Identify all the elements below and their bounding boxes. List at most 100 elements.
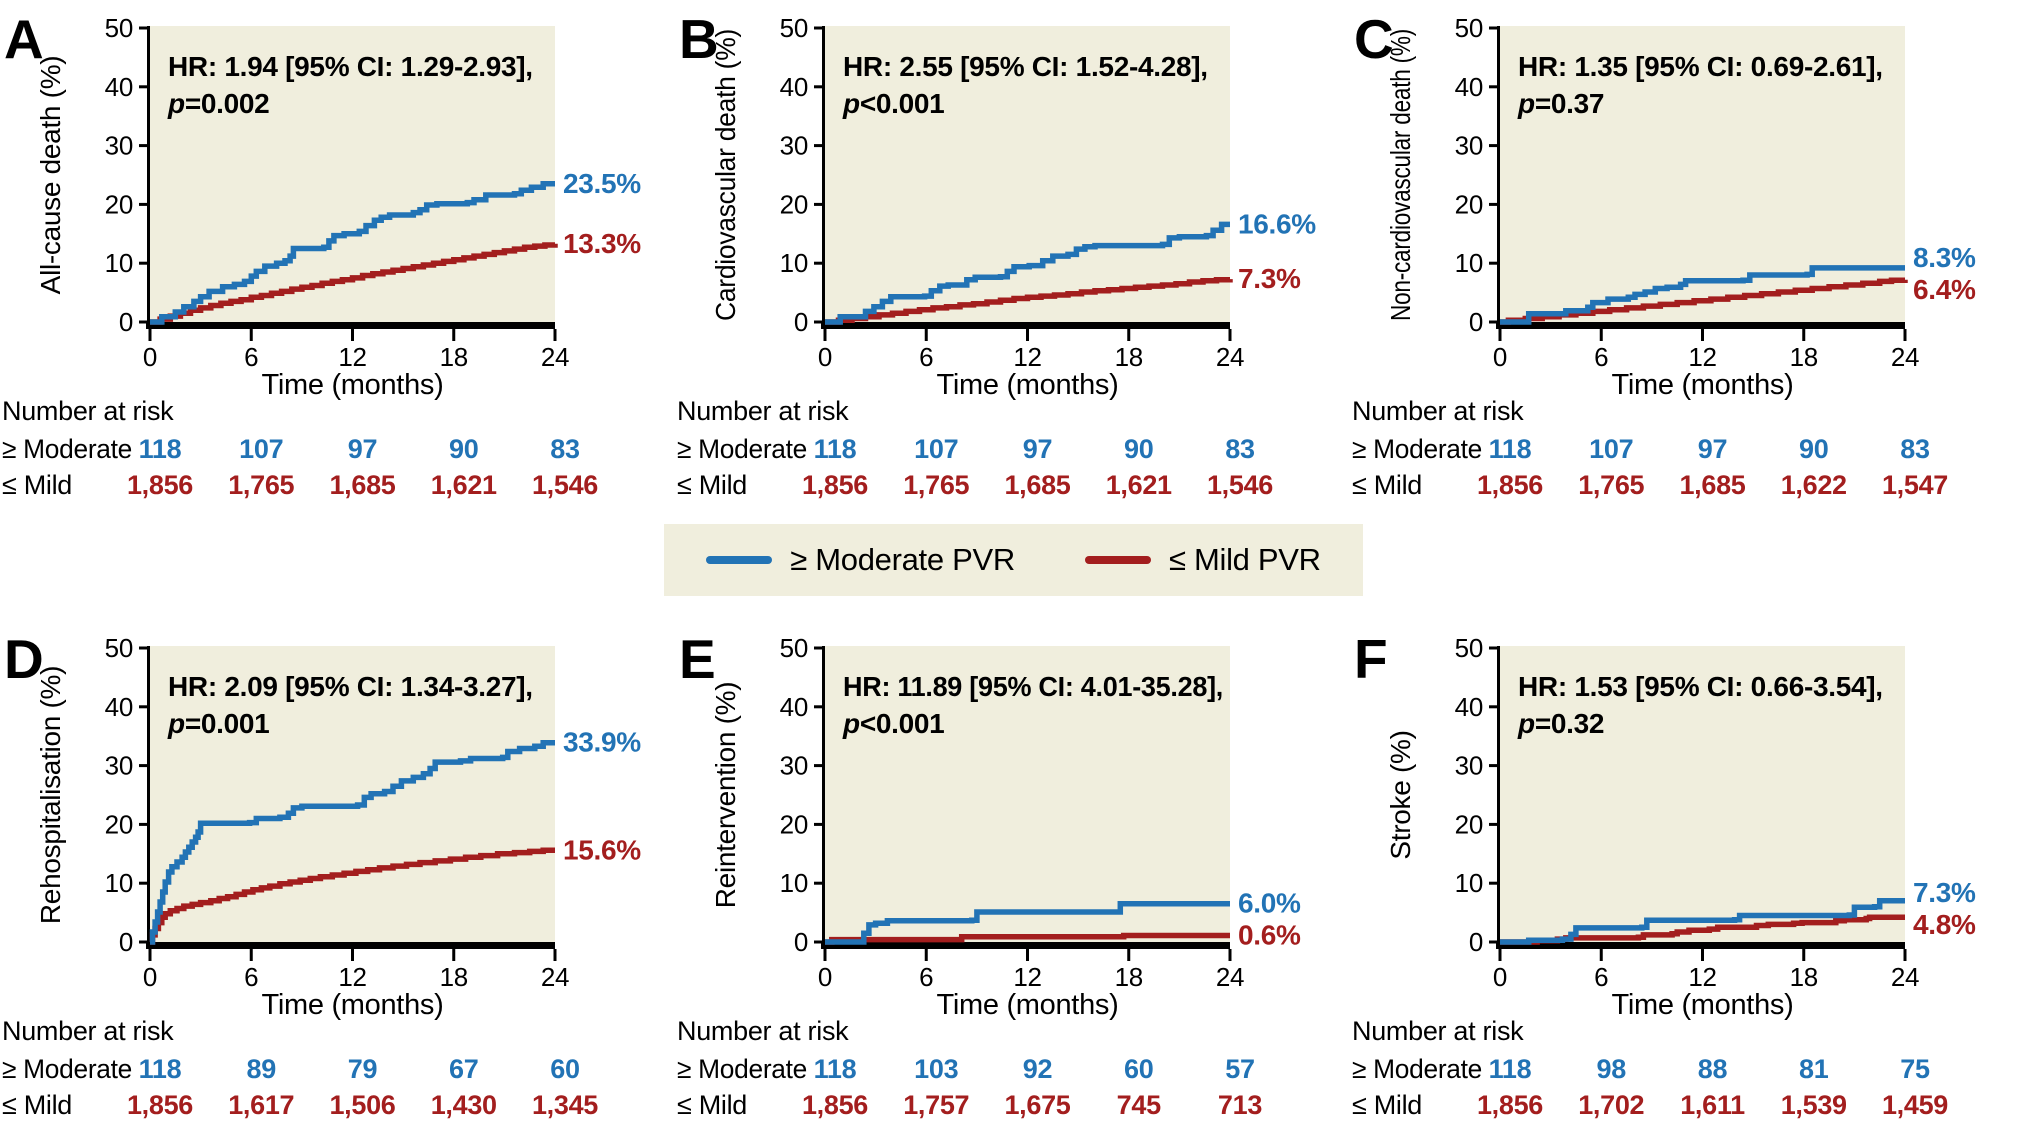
hr-annotation: HR: 2.09 [95% CI: 1.34-3.27], — [168, 671, 533, 702]
x-tick-label: 0 — [1493, 962, 1507, 992]
x-tick-label: 12 — [1688, 342, 1716, 372]
y-tick-label: 50 — [105, 13, 133, 43]
risk-table-header: Number at risk — [1352, 1016, 1524, 1046]
y-tick — [139, 144, 147, 148]
risk-value: 1,856 — [127, 1090, 193, 1120]
x-tick-label: 18 — [1115, 962, 1143, 992]
x-tick — [553, 329, 557, 341]
y-tick — [814, 940, 822, 944]
y-axis — [1497, 646, 1500, 949]
risk-row-label: ≥ Moderate — [677, 1054, 807, 1084]
x-tick-label: 24 — [1216, 342, 1244, 372]
y-tick — [139, 881, 147, 885]
panel-letter: B — [679, 8, 718, 70]
p-value-rest: <0.001 — [860, 708, 945, 739]
x-tick — [452, 949, 456, 961]
risk-value: 88 — [1698, 1054, 1728, 1084]
panel-D: 0 10 20 30 40 50 0 6 12 18 24 Time (months) Rehospit… — [0, 620, 675, 1120]
x-tick — [823, 329, 827, 341]
risk-value: 1,856 — [1477, 1090, 1543, 1120]
p-symbol: p — [167, 708, 185, 739]
risk-value: 1,506 — [329, 1090, 395, 1120]
p-value-rest: <0.001 — [860, 88, 945, 119]
hr-annotation: HR: 1.35 [95% CI: 0.69-2.61], — [1518, 51, 1883, 82]
x-tick — [1498, 329, 1502, 341]
panel-F: 0 10 20 30 40 50 0 6 12 18 24 Time (months) Stroke (… — [1350, 620, 2025, 1120]
y-tick-label: 0 — [119, 307, 133, 337]
risk-value: 1,621 — [431, 470, 497, 500]
moderate-curve — [1500, 265, 1905, 325]
x-tick — [1026, 329, 1029, 341]
y-tick — [1489, 705, 1497, 709]
x-axis-title: Time (months) — [937, 989, 1119, 1021]
x-axis — [1496, 942, 1905, 949]
risk-value: 118 — [1489, 1054, 1532, 1084]
risk-table-header: Number at risk — [2, 1016, 174, 1046]
x-tick-label: 24 — [541, 962, 569, 992]
risk-value: 107 — [239, 434, 283, 464]
panel-B-chart: 0 10 20 30 40 50 0 6 12 18 24 Time (months) Cardiova… — [677, 8, 1317, 500]
risk-value: 57 — [1225, 1054, 1254, 1084]
x-tick — [1228, 949, 1232, 961]
x-tick-label: 12 — [338, 342, 366, 372]
y-tick — [1489, 646, 1497, 650]
x-axis — [821, 322, 1230, 329]
x-tick — [1802, 949, 1806, 961]
risk-value: 1,856 — [802, 470, 868, 500]
y-tick — [1489, 261, 1497, 265]
y-tick — [1489, 85, 1497, 89]
moderate-line-swatch — [706, 556, 773, 564]
risk-value: 1,621 — [1106, 470, 1172, 500]
mild-end-label: 0.6% — [1238, 920, 1301, 951]
risk-value: 98 — [1597, 1054, 1627, 1084]
x-tick — [1599, 329, 1603, 341]
mild-end-label: 6.4% — [1913, 274, 1976, 305]
x-tick-label: 6 — [919, 962, 933, 992]
panel-E-chart: 0 10 20 30 40 50 0 6 12 18 24 Time (months) Reinterv… — [677, 628, 1301, 1120]
x-tick — [249, 329, 253, 341]
risk-value: 75 — [1900, 1054, 1930, 1084]
y-tick — [139, 940, 147, 944]
y-tick — [1489, 764, 1497, 768]
risk-value: 60 — [1124, 1054, 1153, 1084]
risk-value: 92 — [1023, 1054, 1052, 1084]
plot-background — [150, 646, 555, 942]
x-tick — [924, 329, 928, 341]
y-tick — [814, 320, 822, 324]
panel-C-chart: 0 10 20 30 40 50 0 6 12 18 24 Time (months) Non-card… — [1352, 8, 1976, 500]
p-value-rest: =0.001 — [185, 708, 270, 739]
x-tick-label: 12 — [1013, 342, 1041, 372]
risk-table-header: Number at risk — [677, 396, 849, 426]
y-tick-label: 10 — [1455, 868, 1483, 898]
p-value: p<0.001 — [842, 708, 944, 739]
y-tick — [139, 705, 147, 709]
x-tick — [148, 949, 152, 961]
p-symbol: p — [842, 708, 860, 739]
y-tick — [814, 705, 822, 709]
moderate-curve — [825, 901, 1230, 945]
y-axis — [147, 646, 150, 949]
x-tick — [924, 949, 928, 961]
panel-C: 0 10 20 30 40 50 0 6 12 18 24 Time (months) Non-card… — [1350, 0, 2025, 500]
x-tick — [1701, 329, 1704, 341]
risk-value: 1,685 — [329, 470, 395, 500]
y-tick-label: 30 — [105, 131, 133, 161]
panel-B: 0 10 20 30 40 50 0 6 12 18 24 Time (months) Cardiova… — [675, 0, 1350, 500]
y-axis — [822, 26, 825, 329]
y-tick — [1489, 144, 1497, 148]
risk-row-label: ≥ Moderate — [677, 434, 807, 464]
risk-value: 107 — [914, 434, 958, 464]
y-axis-title: Non-cardiovascular death (%) — [1385, 29, 1416, 321]
y-axis-title: All-cause death (%) — [35, 56, 66, 295]
risk-value: 1,611 — [1680, 1090, 1745, 1120]
x-tick-label: 0 — [818, 962, 832, 992]
risk-value: 1,702 — [1578, 1090, 1644, 1120]
y-tick — [814, 202, 822, 206]
y-tick-label: 50 — [105, 633, 133, 663]
x-tick-label: 0 — [143, 342, 157, 372]
y-tick-label: 40 — [105, 692, 133, 722]
x-tick-label: 24 — [1891, 962, 1919, 992]
x-tick-label: 18 — [440, 962, 468, 992]
risk-value: 90 — [449, 434, 478, 464]
x-axis-title: Time (months) — [1612, 369, 1794, 401]
